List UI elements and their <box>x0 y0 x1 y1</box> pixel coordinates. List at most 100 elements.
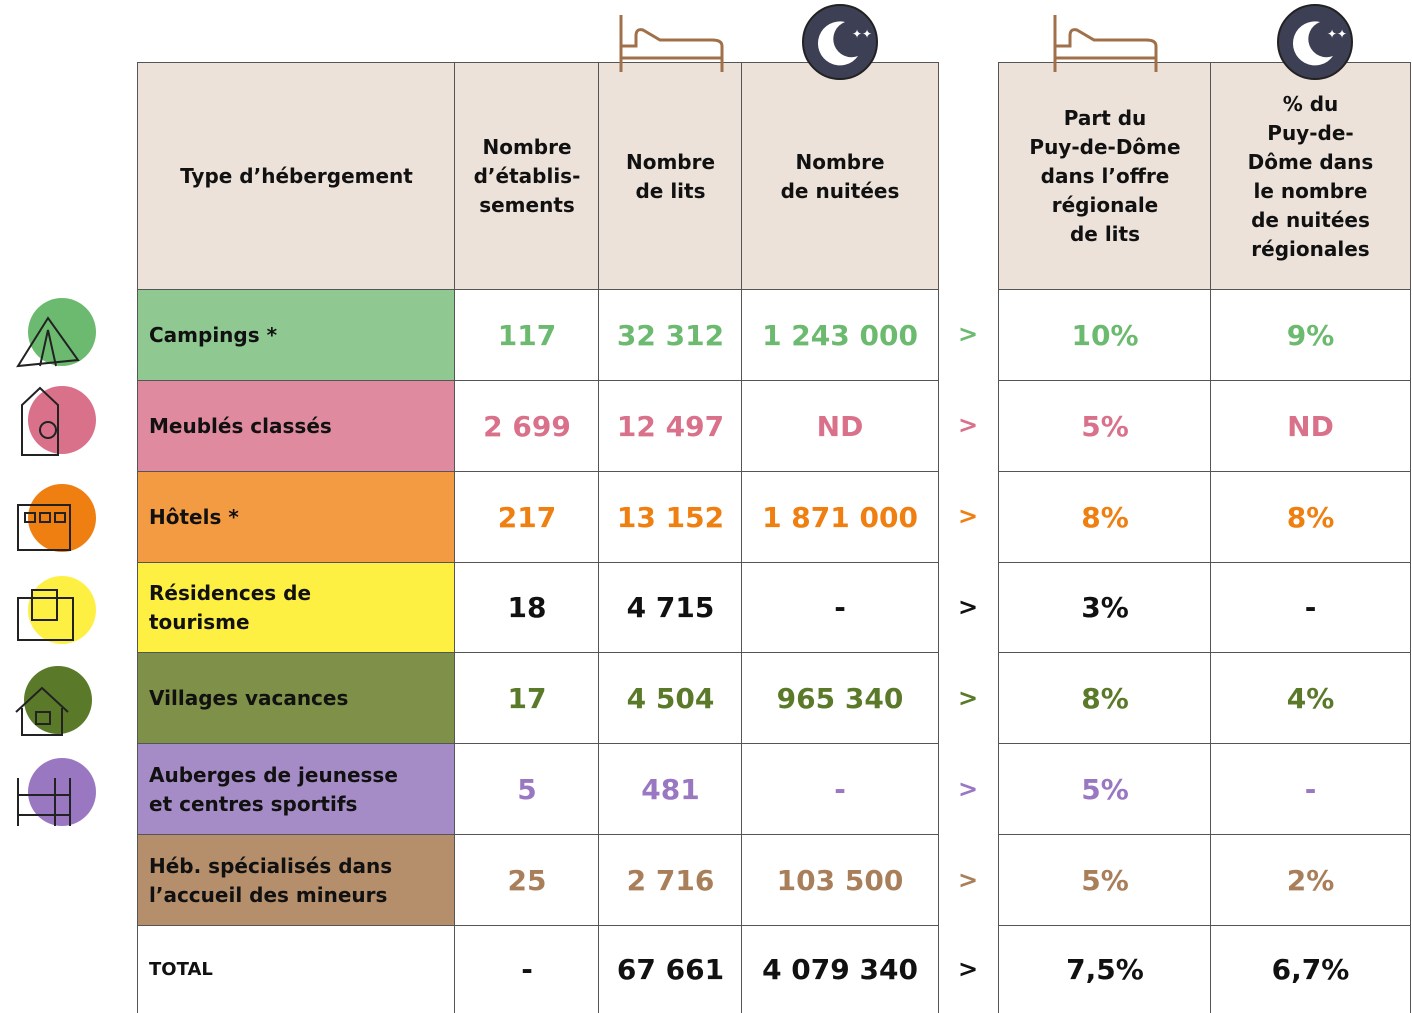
header-text: Dôme dans <box>1247 149 1374 174</box>
label-text: l’accueil des mineurs <box>149 882 388 907</box>
value-text: 217 <box>497 500 557 534</box>
header-cell: Nombre d’établis-sements <box>454 62 599 290</box>
arrow-text: > <box>957 683 979 712</box>
header-text: de lits <box>635 178 706 203</box>
value-text: 25 <box>507 864 547 898</box>
value-cell: - <box>741 561 939 654</box>
row-label: Héb. spécialisés dans l’accueil des mineu… <box>137 834 455 926</box>
value-cell: 17 <box>454 652 599 745</box>
value-text: 4 504 <box>626 682 715 716</box>
label-text: TOTAL <box>149 959 213 980</box>
value-text: 5 <box>517 773 537 807</box>
value-text: 965 340 <box>776 682 904 716</box>
header-text: sements <box>479 193 575 217</box>
value-cell: - <box>1210 561 1411 654</box>
value-cell: 103 500 <box>741 834 939 926</box>
value-text: 4 079 340 <box>762 953 918 986</box>
arrow: > <box>938 289 998 380</box>
value-cell: 67 661 <box>598 925 742 1013</box>
row-label: TOTAL <box>137 925 455 1013</box>
value-text: 17 <box>507 682 547 716</box>
row-icon <box>21 386 96 456</box>
value-text: ND <box>816 409 864 443</box>
row-label: Campings * <box>137 289 455 381</box>
row-label: Meublés classés <box>137 379 455 472</box>
label-text: Villages vacances <box>149 686 349 711</box>
value-text: - <box>1304 773 1317 807</box>
header-text: Puy-de- <box>1267 120 1354 145</box>
value-cell: 4 504 <box>598 652 742 745</box>
value-cell: 2 716 <box>598 834 742 926</box>
value-cell: 7,5% <box>998 925 1211 1013</box>
value-text: - <box>834 773 846 807</box>
arrow: > <box>938 834 998 925</box>
value-cell: 5% <box>998 834 1211 926</box>
value-cell: 4% <box>1210 652 1411 745</box>
label-text: Héb. spécialisés dans <box>149 853 393 878</box>
row-label: Hôtels * <box>137 470 455 563</box>
value-text: 32 312 <box>616 318 725 352</box>
value-text: 18 <box>507 591 547 625</box>
arrow-text: > <box>957 592 979 621</box>
value-cell: 8% <box>998 470 1211 563</box>
value-cell: - <box>454 925 599 1013</box>
header-text: Type d’hébergement <box>180 164 413 188</box>
header-text: Puy-de-Dôme <box>1029 135 1181 159</box>
value-cell: 117 <box>454 289 599 381</box>
header-cell: % du Puy-de- Dôme dans le nombre de nuitées r… <box>1210 62 1411 290</box>
value-text: 117 <box>497 318 557 352</box>
value-text: - <box>834 591 846 625</box>
header-text: d’établis- <box>473 164 581 188</box>
value-text: 10% <box>1071 318 1139 352</box>
value-text: 8% <box>1286 500 1335 534</box>
header-cell: Type d’hébergement <box>137 62 455 290</box>
value-cell: 6,7% <box>1210 925 1411 1013</box>
arrow: > <box>938 471 998 562</box>
value-text: 2% <box>1286 864 1335 898</box>
value-text: 67 661 <box>616 953 725 986</box>
value-cell: 4 715 <box>598 561 742 654</box>
header-text: Part du <box>1063 106 1147 130</box>
value-text: 6,7% <box>1271 953 1350 986</box>
label-text: Hôtels * <box>149 504 239 529</box>
header-text: le nombre <box>1253 178 1368 203</box>
value-cell: 18 <box>454 561 599 654</box>
header-text: de nuitées <box>1251 207 1370 232</box>
value-text: 7,5% <box>1066 953 1144 986</box>
arrow: > <box>938 380 998 471</box>
value-text: 5% <box>1081 864 1129 898</box>
value-cell: 4 079 340 <box>741 925 939 1013</box>
label-text: et centres sportifs <box>149 791 358 816</box>
value-text: 2 716 <box>626 864 715 898</box>
value-cell: 217 <box>454 470 599 563</box>
row-label: Auberges de jeunesse et centres sportifs <box>137 743 455 836</box>
value-cell: 2 699 <box>454 379 599 472</box>
row-icon <box>17 758 96 826</box>
value-text: - <box>1304 591 1317 625</box>
value-cell: 25 <box>454 834 599 926</box>
value-text: 12 497 <box>616 409 725 443</box>
value-text: 5% <box>1081 773 1129 807</box>
header-text: régionales <box>1251 236 1370 261</box>
value-text: 8% <box>1081 682 1129 716</box>
header-cell: Nombre de nuitées <box>741 62 939 290</box>
header-cell: Part du Puy-de-Dôme dans l’offre régionale d… <box>998 62 1211 290</box>
value-cell: 32 312 <box>598 289 742 381</box>
value-cell: 9% <box>1210 289 1411 381</box>
header-text: de lits <box>1069 222 1141 246</box>
value-cell: 5% <box>998 379 1211 472</box>
value-text: 2 699 <box>483 409 571 443</box>
value-cell: 10% <box>998 289 1211 381</box>
svg-text:✦✦: ✦✦ <box>852 27 872 41</box>
value-cell: 5 <box>454 743 599 836</box>
value-text: 103 500 <box>776 864 904 898</box>
value-cell: 1 243 000 <box>741 289 939 381</box>
value-cell: 3% <box>998 561 1211 654</box>
row-icon <box>17 576 96 644</box>
label-text: tourisme <box>149 609 250 634</box>
arrow-text: > <box>957 502 979 531</box>
label-text: Campings * <box>149 322 278 347</box>
value-cell: ND <box>741 379 939 472</box>
svg-text:✦✦: ✦✦ <box>1327 27 1347 41</box>
